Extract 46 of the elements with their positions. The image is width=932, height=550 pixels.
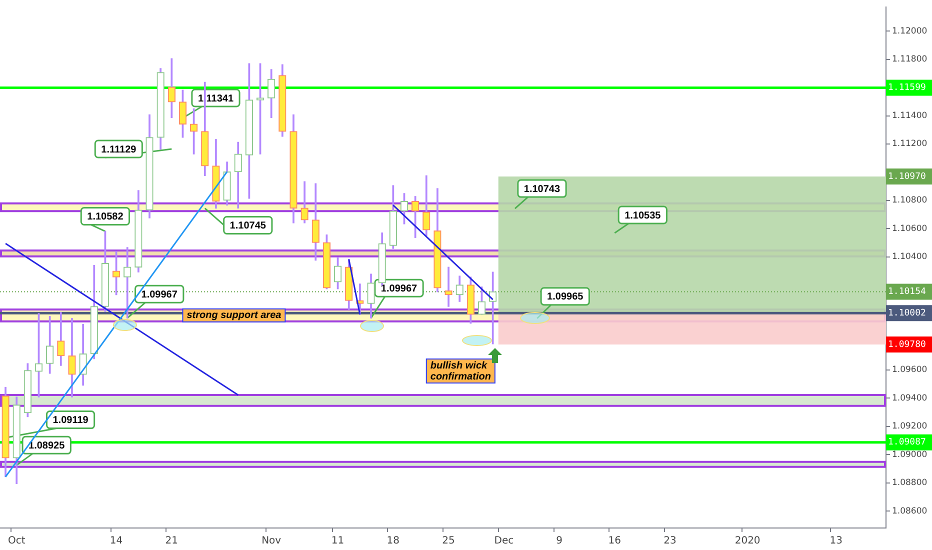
ref-line-label: 1.10002 [888, 308, 926, 318]
band-label: 1.10970 [888, 172, 926, 182]
annotation: 1.08925 [28, 440, 66, 452]
x-tick-label: 21 [165, 536, 178, 547]
y-tick-label: 1.08600 [892, 506, 928, 516]
annotation: 1.11341 [198, 93, 234, 104]
x-tick-label: 18 [386, 536, 400, 547]
annotation: 1.09965 [547, 292, 584, 303]
annotation: 1.11129 [101, 144, 137, 156]
y-tick-label: 1.09400 [892, 393, 928, 404]
band-label: 1.09780 [888, 340, 926, 350]
annotation: 1.09119 [52, 415, 89, 426]
x-tick-label: 2020 [734, 536, 760, 547]
y-tick-label: 1.10800 [892, 196, 928, 206]
y-tick-label: 1.09000 [892, 450, 928, 460]
y-tick-label: 1.10400 [892, 252, 928, 262]
x-tick-label: 11 [331, 536, 344, 547]
annotation: strong support area [186, 310, 282, 322]
x-tick-label: Oct [8, 536, 26, 547]
x-tick-label: 14 [110, 536, 123, 547]
x-tick-label: Nov [262, 536, 282, 547]
x-tick-label: 25 [442, 536, 455, 547]
x-tick-label: Dec [494, 536, 514, 547]
y-tick-label: 1.11800 [892, 54, 928, 65]
candlestick [444, 266, 452, 307]
annotation: bullish wick confirmation [430, 360, 491, 382]
x-tick-label: 9 [556, 536, 562, 547]
x-tick-label: 13 [830, 536, 843, 547]
annotation: 1.10745 [230, 220, 266, 232]
y-tick-label: 1.12000 [892, 26, 928, 36]
ref-line-label: 1.11599 [888, 83, 926, 94]
annotation: 1.10535 [624, 210, 662, 222]
x-tick-label: 23 [664, 536, 676, 547]
y-tick-label: 1.10600 [892, 224, 928, 234]
annotation: 1.10743 [524, 184, 560, 195]
x-tick-label: 16 [608, 536, 622, 547]
ref-line-label: 1.10154 [888, 287, 926, 298]
y-tick-label: 1.09600 [892, 365, 928, 376]
ref-line-label: 1.09087 [888, 438, 926, 448]
annotation: 1.09967 [380, 283, 418, 294]
annotation: 1.09967 [141, 289, 178, 300]
y-tick-label: 1.11400 [892, 111, 928, 121]
y-tick-label: 1.11200 [892, 139, 928, 150]
annotation: 1.10582 [87, 212, 124, 223]
y-tick-label: 1.09200 [892, 422, 928, 432]
y-tick-label: 1.08800 [892, 478, 928, 488]
